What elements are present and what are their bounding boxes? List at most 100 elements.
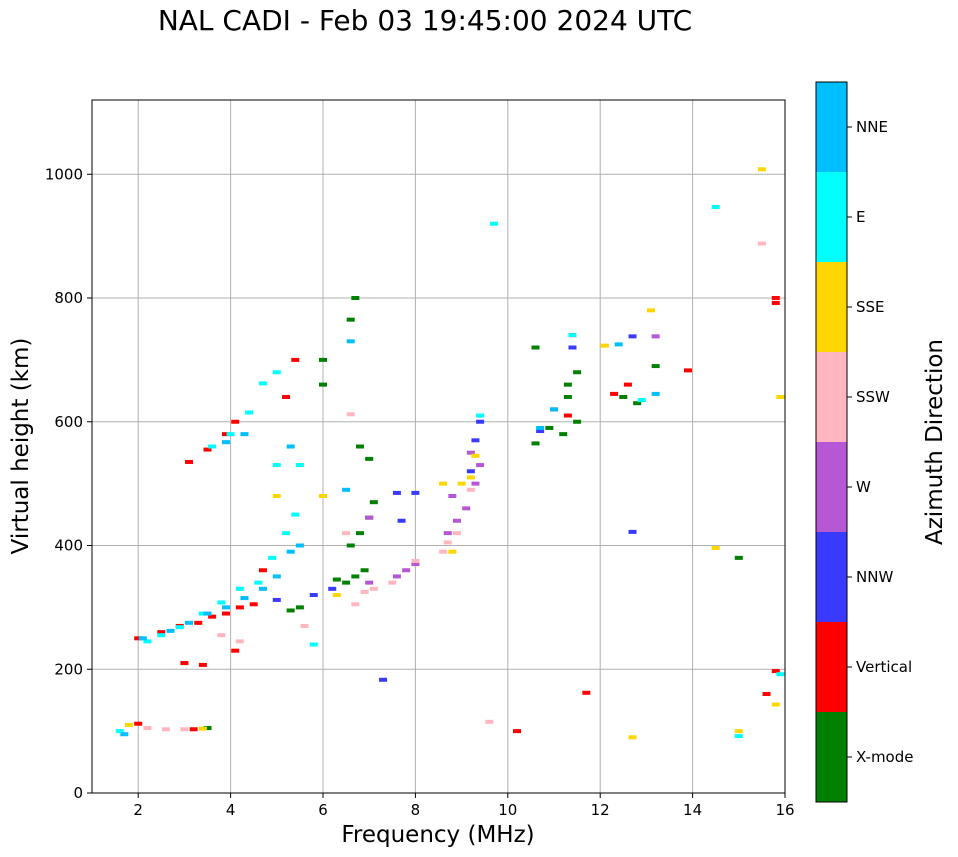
data-point: [550, 407, 558, 412]
data-point: [161, 727, 170, 732]
data-point: [771, 296, 780, 300]
data-point: [600, 343, 609, 348]
data-point: [272, 597, 281, 602]
y-tick-label: 200: [54, 660, 83, 678]
data-point: [536, 425, 545, 430]
data-point: [291, 357, 300, 362]
data-point: [355, 444, 364, 449]
data-point: [471, 438, 480, 443]
data-point: [235, 605, 244, 610]
data-point: [143, 639, 152, 644]
data-point: [245, 410, 254, 415]
y-tick-label: 0: [73, 784, 83, 802]
data-point: [466, 450, 475, 455]
colorbar-swatch: [816, 172, 847, 262]
data-point: [651, 391, 660, 396]
data-point: [452, 518, 461, 523]
data-point: [342, 487, 351, 492]
colorbar-swatch: [816, 352, 847, 442]
data-point: [573, 370, 582, 375]
data-point: [466, 487, 475, 492]
data-point: [351, 602, 360, 607]
data-point: [217, 633, 226, 638]
data-point: [157, 633, 166, 638]
data-point: [734, 555, 743, 560]
data-point: [365, 580, 374, 585]
data-point: [568, 345, 577, 350]
data-point: [411, 558, 420, 563]
data-point: [734, 734, 743, 739]
y-tick-label: 1000: [45, 165, 83, 183]
data-point: [124, 722, 133, 727]
data-point: [457, 481, 466, 486]
data-point: [143, 726, 152, 731]
data-point: [462, 506, 471, 511]
series-nne: [120, 339, 660, 737]
data-point: [369, 500, 378, 505]
data-point: [221, 611, 230, 616]
data-point: [319, 357, 327, 362]
colorbar-tick-label: NNE: [856, 118, 888, 136]
colorbar-swatch: [816, 532, 847, 622]
series-w: [365, 334, 660, 585]
data-point: [411, 490, 420, 495]
y-tick-label: 600: [54, 413, 83, 431]
data-point: [513, 729, 522, 734]
data-point: [286, 549, 295, 554]
data-point: [185, 459, 194, 464]
grid-lines: [92, 100, 786, 794]
data-point: [342, 580, 351, 585]
series-sse: [124, 167, 785, 740]
data-point: [198, 662, 207, 667]
x-tick-label: 10: [498, 801, 517, 819]
data-point: [295, 605, 304, 610]
data-point: [240, 596, 249, 601]
series-ssw: [143, 241, 766, 732]
colorbar-tick-label: X-mode: [856, 748, 913, 766]
data-point: [332, 593, 341, 597]
data-point: [563, 382, 572, 387]
data-point: [771, 702, 780, 707]
colorbar-swatch: [816, 442, 847, 532]
chart-title: NAL CADI - Feb 03 19:45:00 2024 UTC: [157, 4, 693, 37]
data-point: [651, 364, 660, 369]
colorbar-swatch: [816, 262, 847, 352]
data-point: [231, 648, 240, 653]
series-vertical: [134, 296, 780, 734]
data-point: [226, 432, 235, 437]
y-tick-label: 400: [54, 537, 83, 555]
y-axis-ticks: 0 200 400 600 800 1000: [45, 165, 92, 802]
data-point: [258, 586, 267, 591]
data-point: [138, 636, 147, 641]
data-point: [309, 593, 318, 597]
data-point: [319, 382, 327, 387]
data-point: [194, 620, 203, 625]
data-point: [466, 475, 475, 480]
colorbar: X-mode Vertical NNW W SSW SSE E NNE: [815, 81, 913, 803]
data-point: [443, 540, 452, 545]
data-point: [351, 574, 360, 579]
data-point: [346, 543, 355, 548]
data-point: [189, 727, 198, 732]
colorbar-tick-label: SSW: [856, 388, 890, 406]
colorbar-swatch: [816, 622, 847, 712]
data-point: [240, 432, 249, 437]
data-point: [563, 413, 572, 418]
data-point: [489, 221, 498, 226]
data-point: [208, 444, 217, 449]
data-point: [397, 518, 406, 523]
data-point: [536, 429, 545, 434]
data-point: [402, 568, 411, 573]
series-e: [115, 205, 785, 739]
data-point: [203, 447, 212, 452]
data-point: [365, 515, 374, 520]
data-point: [221, 432, 230, 437]
data-point: [180, 727, 189, 732]
data-point: [346, 412, 355, 417]
data-point: [203, 726, 212, 731]
data-point: [120, 732, 129, 737]
data-point: [198, 611, 207, 616]
data-point: [683, 368, 692, 373]
colorbar-frame: [815, 81, 848, 803]
